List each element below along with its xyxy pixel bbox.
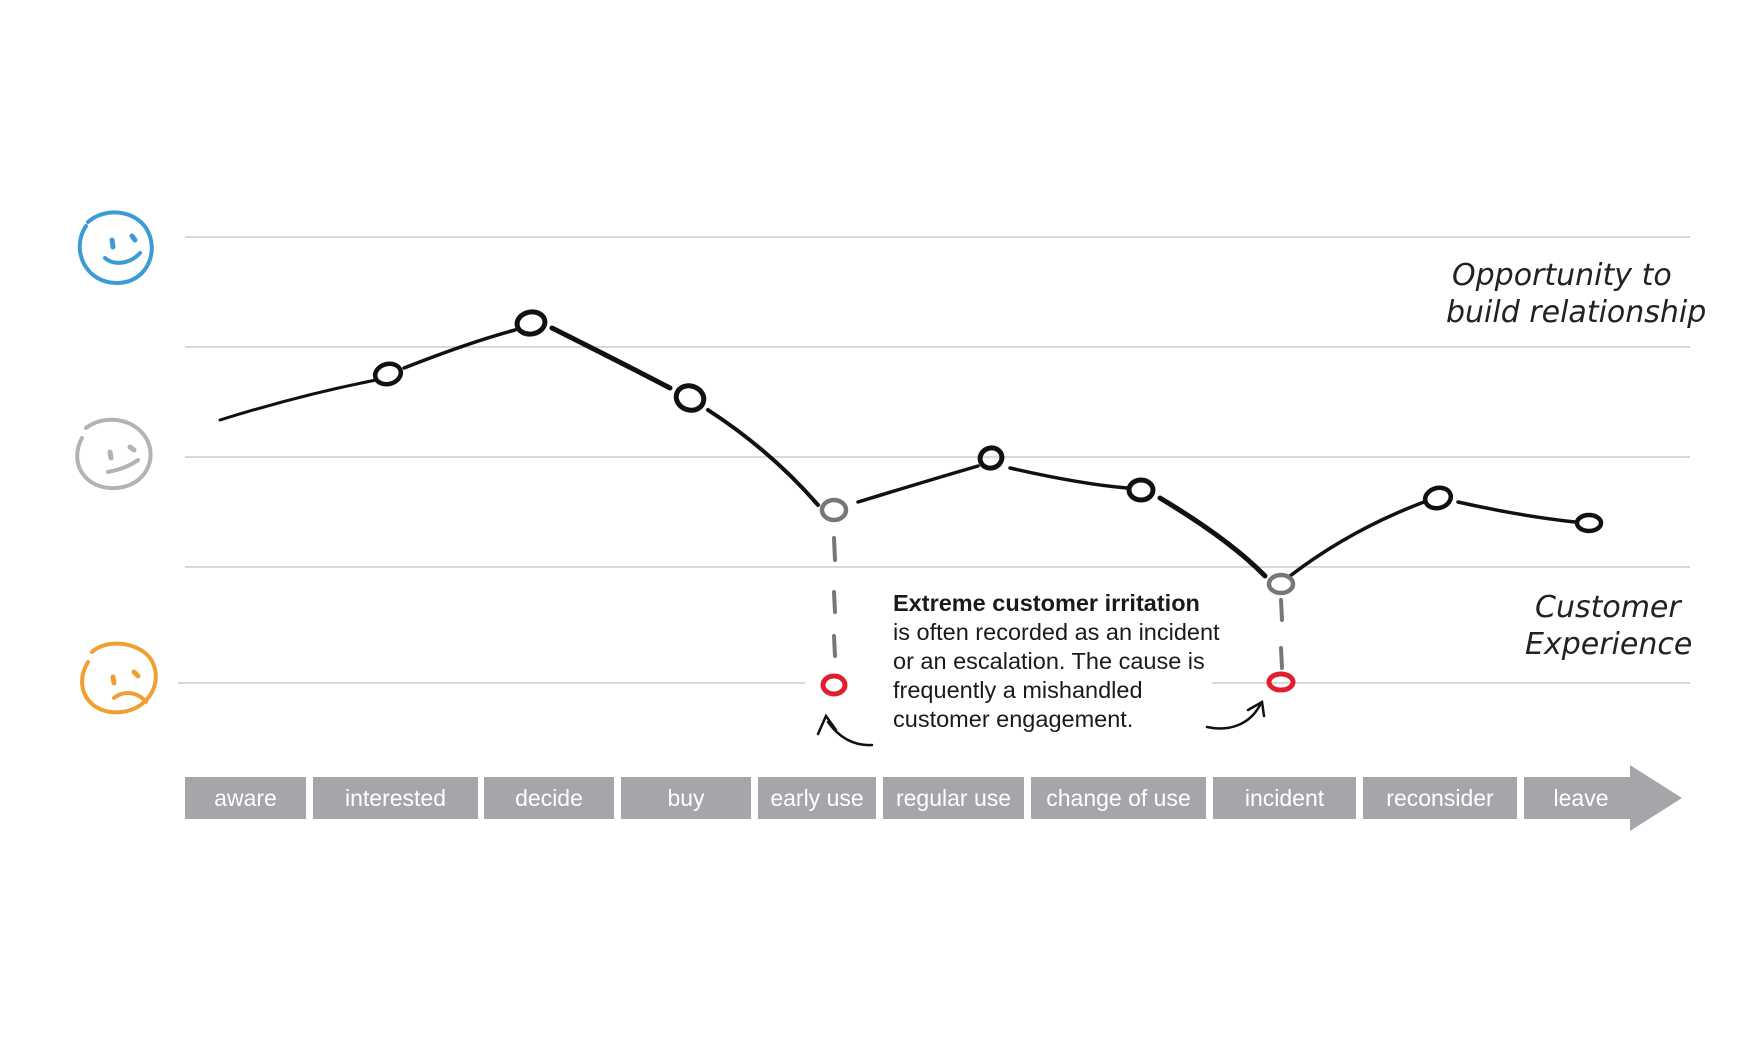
sad-face-icon: [80, 641, 158, 715]
point-incident: [1266, 572, 1296, 596]
callout-text: is often recorded as an incident or an e…: [893, 619, 1220, 732]
curve-segment: [1456, 500, 1577, 524]
stage-box-change-of-use: [1031, 777, 1206, 819]
drop-dash: [832, 590, 837, 614]
drop-dash: [1279, 646, 1284, 670]
stage-label-regular-use: regular use: [896, 785, 1011, 811]
curve-segment: [706, 408, 820, 507]
experience-curve: [218, 325, 1577, 579]
stage-label-aware: aware: [214, 785, 277, 811]
curve-segment: [1157, 495, 1268, 579]
curve-label-line1: Customer: [1535, 590, 1682, 625]
incident-callout: Extreme customer irritation is often rec…: [893, 589, 1223, 734]
stage-box-early-use: [758, 777, 876, 819]
stage-label-leave: leave: [1554, 785, 1609, 811]
stage-label-buy: buy: [667, 785, 705, 811]
callout-arrows: [816, 700, 1266, 747]
stage-box-interested: [313, 777, 478, 819]
point-leave: [1574, 512, 1604, 534]
happy-face-icon: [77, 210, 154, 286]
drop-dash: [832, 536, 837, 562]
incident-point-incident: [1266, 671, 1296, 693]
drop-dash: [1279, 598, 1284, 622]
stage-box-decide: [484, 777, 614, 819]
stage-box-reconsider: [1363, 777, 1517, 819]
callout-bold: Extreme customer irritation: [893, 590, 1200, 616]
curve-points: [372, 309, 1604, 697]
incident-point-early-use: [820, 673, 848, 697]
curve-segment: [1288, 500, 1426, 578]
point-early-use: [819, 497, 849, 523]
point-change-of-use: [1126, 477, 1156, 503]
stage-label-decide: decide: [515, 785, 583, 811]
stage-label-change-of-use: change of use: [1046, 785, 1191, 811]
opportunity-note-line1: Opportunity to: [1452, 258, 1672, 293]
incident-drops: [832, 536, 1284, 670]
stage-label-early-use: early use: [770, 785, 863, 811]
stage-label-interested: interested: [345, 785, 446, 811]
left-callout-arrow: [826, 720, 874, 747]
point-buy: [673, 383, 707, 413]
stage-label-incident: incident: [1245, 785, 1325, 811]
stage-box-regular-use: [883, 777, 1024, 819]
opportunity-note-line2: build relationship: [1446, 295, 1706, 330]
right-callout-arrow: [1205, 703, 1262, 730]
stage-box-incident: [1213, 777, 1356, 819]
stage-box-aware: [185, 777, 306, 819]
point-regular-use: [977, 445, 1005, 471]
curve-label-line2: Experience: [1525, 627, 1692, 662]
curve-segment: [1008, 466, 1129, 490]
curve-segment: [856, 464, 980, 504]
stage-bar: aware interested decide buy early use regular…: [185, 765, 1682, 831]
point-reconsider: [1422, 485, 1454, 511]
drop-dash: [832, 634, 837, 658]
curve-segment: [218, 378, 378, 422]
curve-segment: [402, 328, 517, 370]
stage-box-leave: [1524, 765, 1682, 831]
left-arrowhead: [816, 713, 838, 736]
neutral-face-icon: [75, 417, 153, 491]
curve-segment: [549, 325, 673, 391]
point-decide: [514, 309, 548, 337]
stage-box-buy: [621, 777, 751, 819]
right-arrowhead: [1246, 700, 1266, 718]
point-interested: [372, 361, 404, 387]
stage-label-reconsider: reconsider: [1386, 785, 1494, 811]
